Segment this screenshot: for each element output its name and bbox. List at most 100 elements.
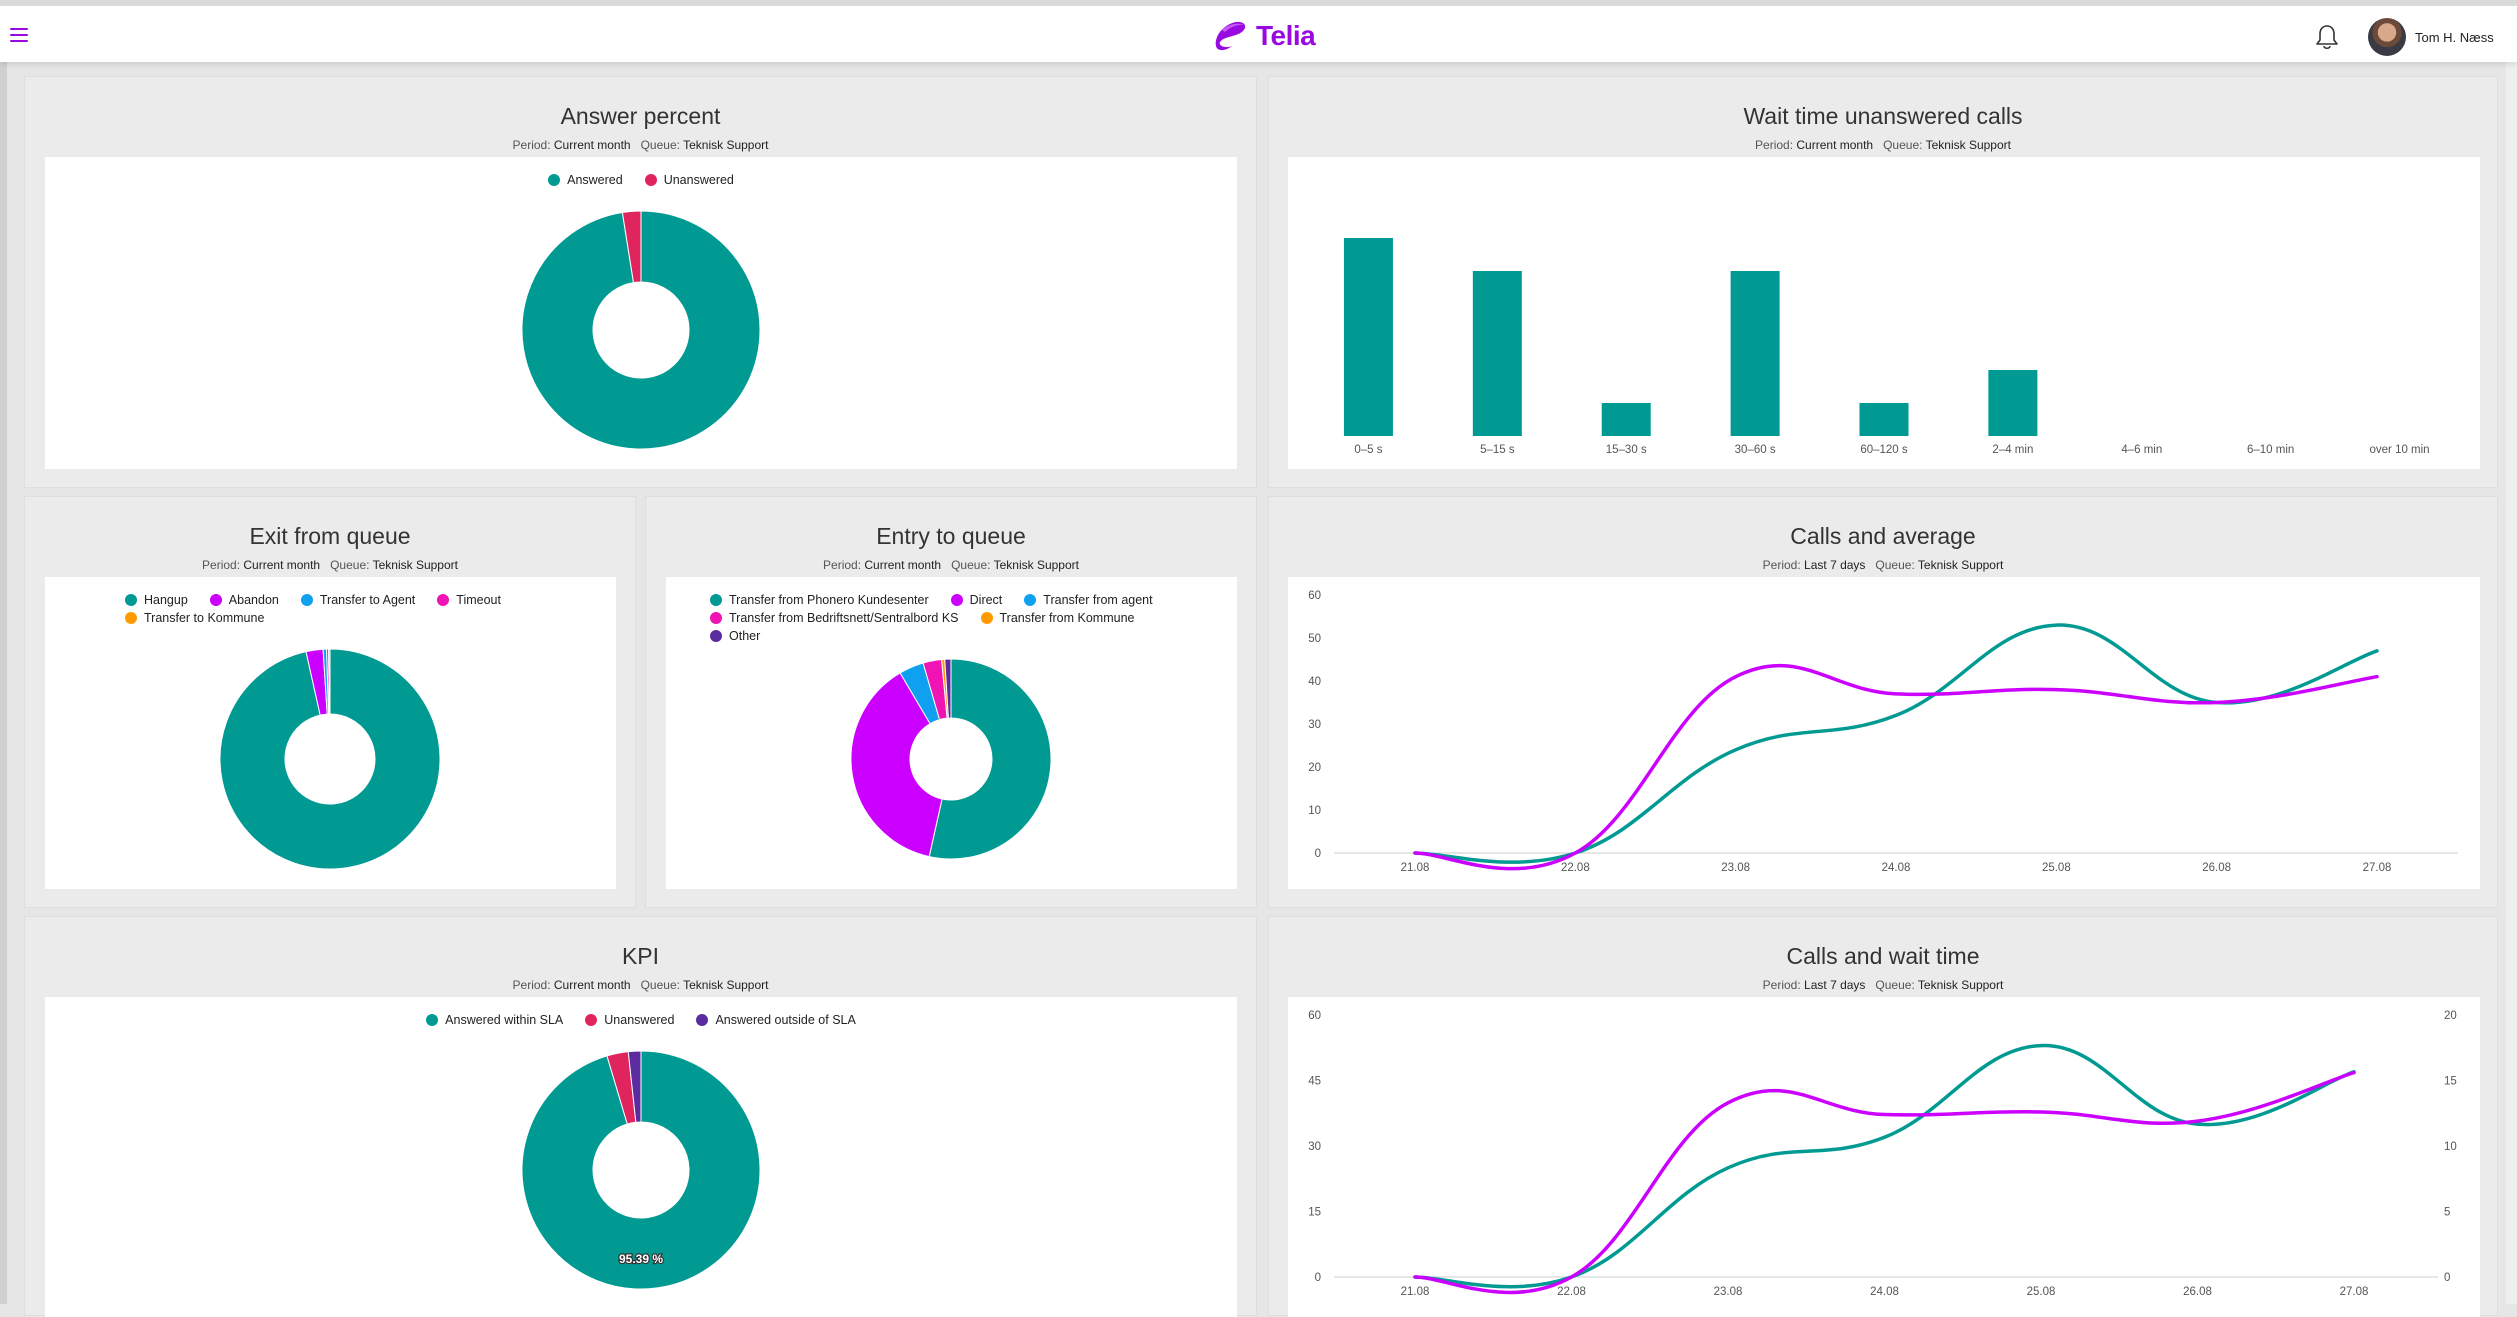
x-tick-label: 26.08 — [2202, 862, 2231, 874]
bar-2-4-min[interactable] — [1988, 370, 2038, 436]
chart-legend: Answered Unanswered — [45, 173, 1237, 191]
panel-filter-info: Period: Current month Queue: Teknisk Supp… — [823, 558, 1079, 572]
user-avatar[interactable] — [2368, 18, 2406, 56]
bar-30-60-s[interactable] — [1730, 271, 1780, 436]
y-tick-label-left: 20 — [1308, 762, 1321, 774]
panel-filter-info: Period: Current month Queue: Teknisk Supp… — [202, 558, 458, 572]
x-tick-label: 27.08 — [2363, 862, 2392, 874]
legend-item-other[interactable]: Other — [710, 629, 760, 643]
chart-card: 0–5 s 5–15 s 15–30 s 30–60 s 60–120 s 2–4 min… — [1288, 157, 2480, 469]
left-scroll-edge — [0, 62, 7, 1304]
x-tick-label: 4–6 min — [2121, 444, 2162, 456]
user-name[interactable]: Tom H. Næss — [2415, 30, 2494, 45]
bar-0-5-s[interactable] — [1343, 238, 1393, 436]
x-tick-label: 0–5 s — [1354, 444, 1382, 456]
x-tick-label: 24.08 — [1882, 862, 1911, 874]
panel-exit-queue: Exit from queue Period: Current month Que… — [24, 496, 636, 908]
y-tick-label-right: 10 — [2444, 1141, 2457, 1153]
legend-item-transfer-from-phonero[interactable]: Transfer from Phonero Kundesenter — [710, 593, 929, 607]
pie-slice-transfer-from-phonero-kundesenter[interactable] — [928, 658, 1052, 860]
legend-item-hangup[interactable]: Hangup — [125, 593, 188, 607]
bell-icon[interactable] — [2312, 22, 2342, 52]
panel-wait-time: Wait time unanswered calls Period: Curre… — [1268, 76, 2498, 488]
pie-slice-other[interactable] — [944, 658, 952, 719]
brand-name: Telia — [1256, 20, 1316, 51]
panel-calls-average: Calls and average Period: Last 7 days Que… — [1268, 496, 2498, 908]
x-tick-label: 22.08 — [1561, 862, 1590, 874]
x-tick-label: 30–60 s — [1735, 444, 1776, 456]
y-tick-label-left: 45 — [1308, 1076, 1321, 1088]
panel-filter-info: Period: Current month Queue: Teknisk Supp… — [1755, 138, 2011, 152]
legend-item-transfer-to-kommune[interactable]: Transfer to Kommune — [125, 611, 264, 625]
panel-kpi: KPI Period: Current month Queue: Teknisk … — [24, 916, 1257, 1317]
legend-item-transfer-to-agent[interactable]: Transfer to Agent — [300, 593, 415, 607]
pie-slice-answered-outside-of-sla[interactable] — [627, 1050, 642, 1123]
x-tick-label: 21.08 — [1401, 862, 1430, 874]
x-tick-label: 15–30 s — [1606, 444, 1647, 456]
x-tick-label: 26.08 — [2183, 1286, 2212, 1298]
page-scrollbar[interactable] — [2506, 62, 2517, 1304]
panel-calls-wait: Calls and wait time Period: Last 7 days Q… — [1268, 916, 2498, 1317]
chart-card: Transfer from Phonero Kundesenter Direct… — [666, 577, 1237, 889]
panel-title: Entry to queue — [876, 523, 1026, 549]
bar-60-120-s[interactable] — [1859, 403, 1909, 436]
panel-filter-info: Period: Current month Queue: Teknisk Supp… — [512, 978, 769, 992]
legend-item-unanswered[interactable]: Unanswered — [644, 173, 734, 187]
line-series-2[interactable] — [1413, 1070, 2356, 1295]
pie-slice-answered-within-sla[interactable] — [521, 1050, 761, 1290]
line-series-2[interactable] — [1413, 663, 2379, 871]
legend-item-transfer-from-agent[interactable]: Transfer from agent — [1024, 593, 1153, 607]
y-tick-label-left: 60 — [1308, 590, 1321, 602]
wait-time-bar-chart: 0–5 s 5–15 s 15–30 s 30–60 s 60–120 s 2–4 min… — [1343, 238, 2430, 456]
legend-item-direct[interactable]: Direct — [950, 593, 1002, 607]
x-tick-label: 23.08 — [1714, 1286, 1743, 1298]
hamburger-menu-icon[interactable] — [10, 28, 28, 42]
top-navigation-bar: Telia Tom H. Næss — [0, 0, 2517, 62]
legend-item-unanswered[interactable]: Unanswered — [585, 1013, 674, 1027]
panel-title: Calls and wait time — [1786, 943, 1980, 969]
bar-5-15-s[interactable] — [1472, 271, 1522, 436]
panel-title: Calls and average — [1790, 523, 1976, 549]
panel-filter-info: Period: Current month Queue: Teknisk Supp… — [512, 138, 769, 152]
x-tick-label: over 10 min — [2370, 444, 2430, 456]
pie-slice-unanswered[interactable] — [621, 210, 642, 284]
panel-entry-queue: Entry to queue Period: Current month Queu… — [645, 496, 1257, 908]
chart-legend: Answered within SLA Unanswered Answered … — [45, 1013, 1237, 1031]
telia-logo[interactable]: Telia — [1210, 14, 1316, 58]
pie-slice-transfer-to-kommune[interactable] — [328, 648, 331, 715]
answer-percent-donut-chart — [521, 210, 761, 450]
pie-slice-direct[interactable] — [850, 672, 943, 858]
panel-filter-info: Period: Last 7 days Queue: Teknisk Suppor… — [1762, 558, 2004, 572]
y-tick-label-left: 15 — [1308, 1207, 1321, 1219]
telia-pebble-icon — [1215, 21, 1246, 51]
pie-slice-answered[interactable] — [521, 210, 761, 450]
line-series-1[interactable] — [1413, 623, 2379, 864]
panel-filter-info: Period: Last 7 days Queue: Teknisk Suppor… — [1762, 978, 2004, 992]
panel-title: Exit from queue — [249, 523, 411, 549]
legend-item-abandon[interactable]: Abandon — [209, 593, 279, 607]
legend-item-answered[interactable]: Answered — [548, 173, 623, 187]
y-tick-label-right: 15 — [2444, 1076, 2457, 1088]
x-tick-label: 6–10 min — [2247, 444, 2294, 456]
y-tick-label-left: 30 — [1308, 719, 1321, 731]
legend-item-answered-outside-sla[interactable]: Answered outside of SLA — [696, 1013, 856, 1027]
pie-slice-hangup[interactable] — [219, 648, 441, 870]
y-tick-label-left: 50 — [1308, 633, 1321, 645]
legend-item-answered-within-sla[interactable]: Answered within SLA — [426, 1013, 563, 1027]
y-tick-label-left: 30 — [1308, 1141, 1321, 1153]
chart-card: 21.08 22.08 23.08 24.08 25.08 26.08 27.08 0 10 20… — [1288, 577, 2480, 889]
y-tick-label-left: 0 — [1315, 848, 1321, 860]
chart-card: 21.08 22.08 23.08 24.08 25.08 26.08 27.08 0 15 30… — [1288, 997, 2480, 1317]
y-tick-label-left: 40 — [1308, 676, 1321, 688]
bar-15-30-s[interactable] — [1601, 403, 1651, 436]
chart-card: Hangup Abandon Transfer to Agent Timeout… — [45, 577, 616, 889]
legend-item-transfer-from-kommune[interactable]: Transfer from Kommune — [980, 611, 1135, 625]
legend-item-timeout[interactable]: Timeout — [437, 593, 501, 607]
kpi-donut-chart: 95.39 % — [521, 1050, 761, 1290]
x-tick-label: 27.08 — [2340, 1286, 2369, 1298]
panel-title: Wait time unanswered calls — [1743, 103, 2023, 129]
legend-item-transfer-from-bedriftsnett[interactable]: Transfer from Bedriftsnett/Sentralbord K… — [710, 611, 959, 625]
line-series-1[interactable] — [1413, 1043, 2356, 1289]
x-tick-label: 25.08 — [2042, 862, 2071, 874]
entry-queue-donut-chart — [850, 658, 1052, 860]
